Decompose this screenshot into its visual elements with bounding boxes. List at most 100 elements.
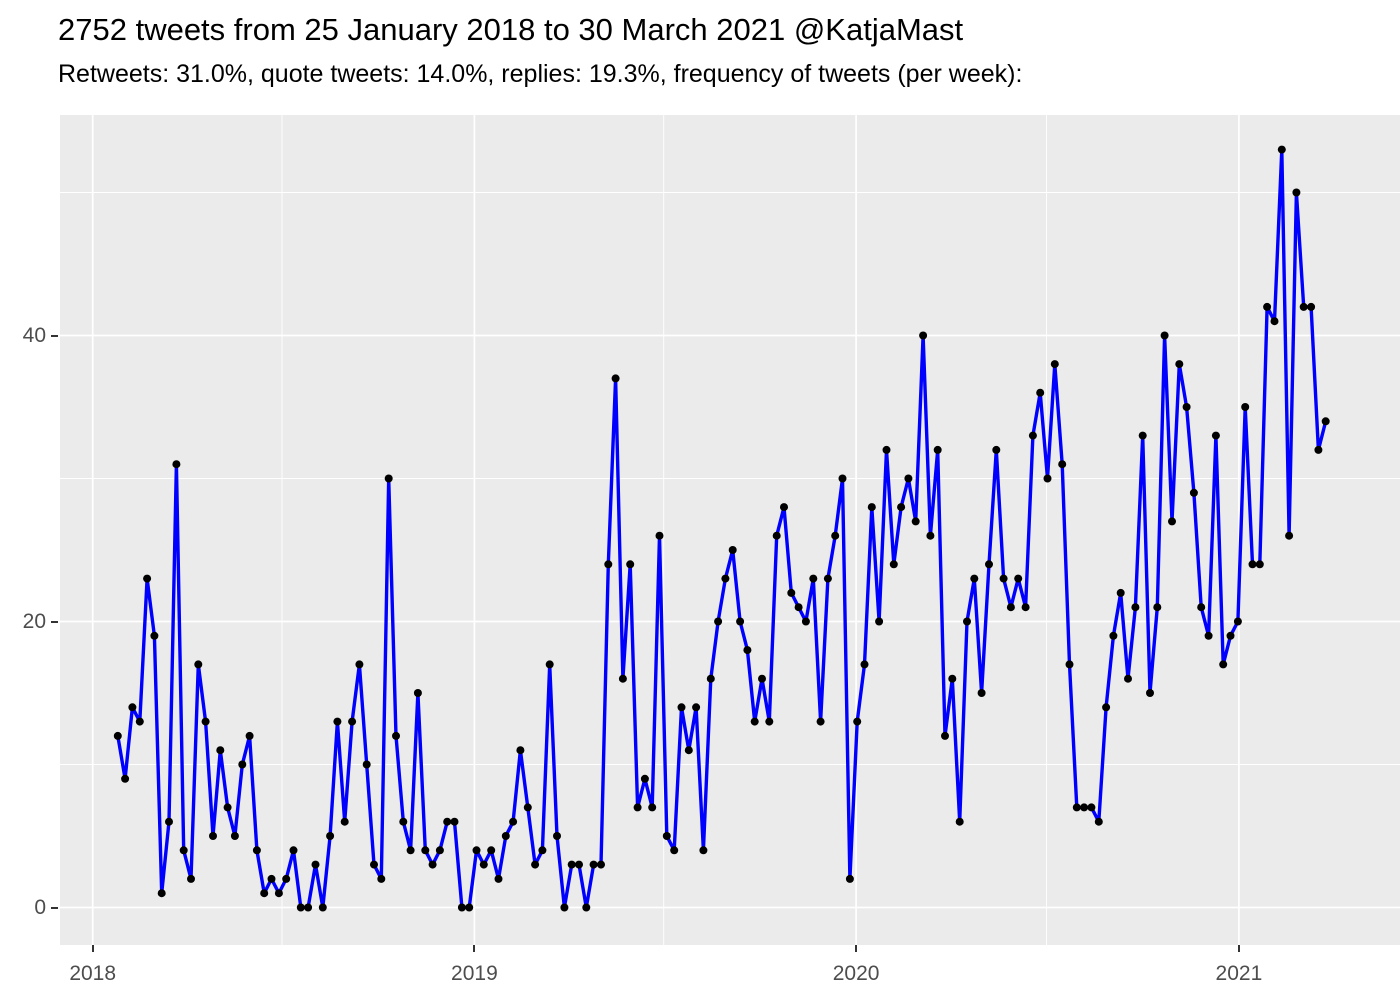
data-point <box>1270 317 1279 326</box>
data-point <box>201 717 210 726</box>
data-point <box>597 860 605 869</box>
data-point <box>860 660 869 669</box>
data-point <box>765 717 774 726</box>
data-point <box>392 731 400 740</box>
data-point <box>538 846 547 855</box>
data-point <box>1277 145 1286 154</box>
data-point <box>1087 803 1096 812</box>
data-point <box>157 889 166 898</box>
data-point <box>516 746 525 755</box>
data-point <box>187 874 195 883</box>
data-point <box>589 860 598 869</box>
data-point <box>1146 689 1154 697</box>
data-point <box>267 874 276 883</box>
data-point <box>640 774 649 783</box>
x-tick-mark <box>91 945 94 952</box>
data-point <box>1058 460 1067 469</box>
data-point <box>1307 302 1316 311</box>
y-tick-mark <box>51 334 58 337</box>
data-point <box>1248 560 1257 569</box>
data-point <box>1204 631 1213 640</box>
data-point <box>999 574 1008 583</box>
data-point <box>823 574 832 583</box>
data-point <box>985 560 993 569</box>
data-point <box>882 445 891 454</box>
data-point <box>340 817 349 826</box>
data-point <box>487 846 496 855</box>
data-point <box>977 689 986 697</box>
data-point <box>1182 403 1191 411</box>
data-point <box>428 860 437 869</box>
data-point <box>479 860 488 869</box>
data-point <box>941 731 949 740</box>
data-point <box>406 846 415 855</box>
chart-subtitle: Retweets: 31.0%, quote tweets: 14.0%, re… <box>58 60 1023 88</box>
data-point <box>1094 817 1103 826</box>
data-point <box>333 717 342 726</box>
y-tick-mark <box>51 620 58 623</box>
data-point <box>362 760 371 769</box>
y-axis-label: 20 <box>22 609 46 633</box>
data-point <box>121 774 130 783</box>
data-point <box>179 846 188 855</box>
data-point <box>128 703 137 712</box>
data-point <box>1036 388 1045 397</box>
data-point <box>1050 360 1059 369</box>
data-point <box>845 874 854 883</box>
data-point <box>465 903 474 912</box>
data-point <box>699 846 708 855</box>
data-point <box>1233 617 1242 626</box>
y-axis-label: 40 <box>22 323 46 347</box>
data-point <box>413 689 422 697</box>
data-point <box>648 803 657 812</box>
data-point <box>809 574 818 583</box>
x-axis-label: 2019 <box>451 962 498 985</box>
data-point <box>370 860 378 869</box>
data-point <box>875 617 884 626</box>
data-point <box>289 846 298 855</box>
data-point <box>955 817 964 826</box>
data-point <box>575 860 583 869</box>
data-point <box>721 574 730 583</box>
data-point <box>1197 603 1206 612</box>
data-point <box>889 560 898 569</box>
data-point <box>677 703 686 712</box>
data-point <box>494 874 503 883</box>
plot-panel <box>60 115 1400 945</box>
data-point <box>150 631 159 640</box>
data-point <box>736 617 745 626</box>
data-point <box>853 717 862 726</box>
chart-title: 2752 tweets from 25 January 2018 to 30 M… <box>58 12 964 47</box>
data-point <box>706 674 715 683</box>
data-point <box>1299 302 1308 311</box>
data-point <box>714 617 723 626</box>
data-point <box>582 903 591 912</box>
data-point <box>750 717 759 726</box>
data-point <box>165 817 173 826</box>
data-point <box>604 560 613 569</box>
data-point <box>780 503 788 512</box>
data-point <box>238 760 247 769</box>
data-point <box>435 846 444 855</box>
x-axis-label: 2020 <box>832 962 880 985</box>
data-point <box>867 503 876 512</box>
data-point <box>904 474 913 483</box>
data-point <box>948 674 957 683</box>
data-point <box>1263 302 1272 311</box>
data-point <box>801 617 810 626</box>
data-point <box>172 460 181 469</box>
data-point <box>1072 803 1081 812</box>
data-point <box>626 560 635 569</box>
data-point <box>787 588 796 597</box>
data-point <box>113 731 122 740</box>
data-point <box>670 846 679 855</box>
data-point <box>1160 331 1169 340</box>
data-point <box>1065 660 1074 669</box>
data-point <box>1014 574 1023 583</box>
data-point <box>743 646 752 655</box>
data-point <box>377 874 386 883</box>
data-line <box>116 147 1328 910</box>
data-point <box>457 903 466 912</box>
data-point <box>1241 403 1250 411</box>
